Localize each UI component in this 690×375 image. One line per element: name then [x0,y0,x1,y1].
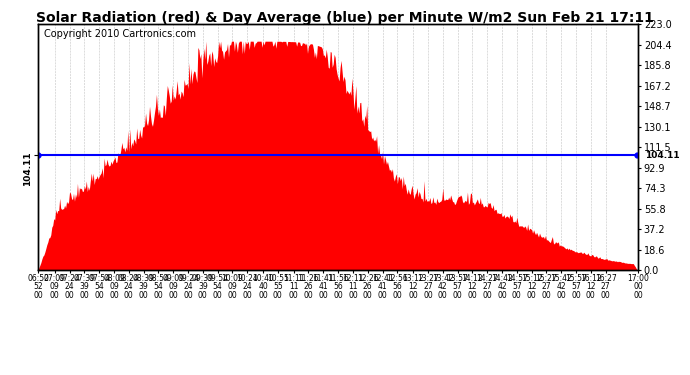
Text: 104.11: 104.11 [645,151,680,160]
Text: Copyright 2010 Cartronics.com: Copyright 2010 Cartronics.com [44,29,196,39]
Text: Solar Radiation (red) & Day Average (blue) per Minute W/m2 Sun Feb 21 17:11: Solar Radiation (red) & Day Average (blu… [36,11,654,25]
